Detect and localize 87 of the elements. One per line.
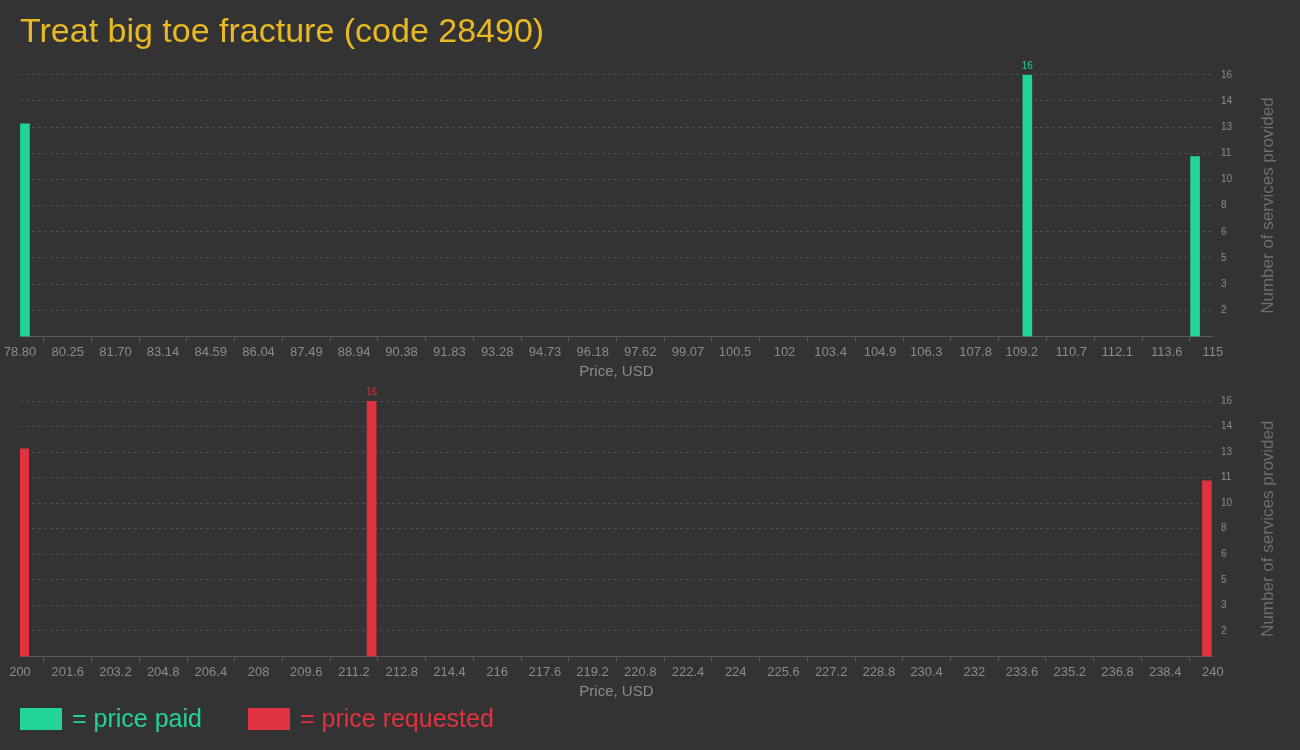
x-tick-label: 225.6 [767,663,800,679]
bar [1202,480,1212,657]
y-tick-label: 11 [1220,147,1232,159]
x-tick-label: 113.6 [1150,343,1183,359]
y-axis-title: Number of services provided [1257,420,1277,637]
x-tick-label: 204.8 [146,663,180,679]
x-tick-label: 236.8 [1101,663,1134,679]
data-label: 16 [366,385,378,397]
y-tick-label: 8 [1220,522,1227,534]
x-tick-label: 90.38 [385,343,418,359]
x-tick-label: 211.2 [338,663,370,679]
x-tick-label: 86.04 [242,343,275,359]
y-axis-title: Number of services provided [1257,97,1277,314]
legend-label: = price paid [72,704,202,733]
y-tick-label: 5 [1220,573,1227,585]
y-tick-label: 11 [1220,471,1232,483]
x-tick-label: 104.9 [863,343,897,359]
x-tick-label: 224 [724,663,747,679]
x-tick-label: 81.70 [99,343,132,359]
y-tick-label: 16 [1220,68,1233,80]
x-tick-label: 219.2 [576,663,609,679]
x-tick-label: 83.14 [146,343,180,359]
x-tick-label: 100.5 [718,343,752,359]
x-tick-label: 214.4 [433,663,466,679]
x-tick-label: 222.4 [671,663,705,679]
x-tick-label: 97.62 [623,343,657,359]
x-tick-label: 106.3 [909,343,943,359]
x-tick-label: 220.8 [624,663,657,679]
y-tick-label: 10 [1220,496,1233,508]
x-tick-label: 212.8 [385,663,418,679]
bar [1190,156,1200,337]
x-tick-label: 230.4 [910,663,943,679]
x-tick-label: 216 [486,663,508,679]
x-tick-label: 206.4 [194,663,228,679]
legend-label: = price requested [299,704,494,733]
x-tick-label: 87.49 [290,343,323,359]
x-tick-label: 112.1 [1101,343,1134,359]
x-tick-label: 84.59 [194,343,228,359]
x-tick-label: 96.18 [576,343,609,359]
x-tick-label: 103.4 [814,343,847,359]
x-tick-label: 209.6 [290,663,323,679]
x-tick-label: 102 [773,343,796,359]
x-axis-title: Price, USD [579,362,654,380]
x-tick-label: 240 [1202,663,1224,679]
x-tick-label: 93.28 [480,343,514,359]
y-tick-label: 6 [1220,547,1227,559]
x-tick-label: 109.2 [1005,343,1039,359]
x-tick-label: 217.6 [528,663,562,679]
x-tick-label: 201.6 [51,663,84,679]
x-tick-label: 235.2 [1053,663,1087,679]
bar [20,448,30,657]
x-tick-label: 110.7 [1055,343,1087,359]
x-tick-label: 238.4 [1148,663,1182,679]
x-tick-label: 232 [963,663,986,679]
x-tick-label: 115 [1202,343,1224,359]
x-axis-title: Price, USD [579,682,654,700]
x-tick-label: 228.8 [862,663,896,679]
x-tick-label: 227.2 [814,663,848,679]
bar [366,401,377,657]
y-tick-label: 5 [1220,251,1227,263]
y-tick-label: 14 [1220,420,1233,432]
y-tick-label: 10 [1220,173,1233,185]
x-tick-label: 233.6 [1005,663,1039,679]
bar [20,123,30,337]
y-tick-label: 6 [1220,225,1227,237]
x-tick-label: 80.25 [51,343,85,359]
y-tick-label: 13 [1220,120,1233,132]
x-tick-label: 208 [247,663,270,679]
y-tick-label: 2 [1220,303,1227,315]
x-tick-label: 94.73 [528,343,562,359]
x-tick-label: 200 [9,663,31,679]
y-tick-label: 14 [1220,94,1233,106]
y-tick-label: 2 [1220,624,1227,636]
x-tick-label: 88.94 [337,343,371,359]
y-tick-label: 8 [1220,199,1227,211]
x-tick-label: 91.83 [433,343,466,359]
x-tick-label: 107.8 [959,343,992,359]
bar [1022,74,1033,337]
x-tick-label: 99.07 [671,343,705,359]
x-tick-label: 203.2 [99,663,132,679]
y-tick-label: 13 [1220,445,1233,457]
y-tick-label: 3 [1220,599,1227,611]
chart-title: Treat big toe fracture (code 28490) [20,10,545,49]
data-label: 16 [1021,59,1034,71]
y-tick-label: 3 [1220,277,1227,289]
x-tick-label: 78.80 [3,343,37,359]
y-tick-label: 16 [1220,394,1233,406]
